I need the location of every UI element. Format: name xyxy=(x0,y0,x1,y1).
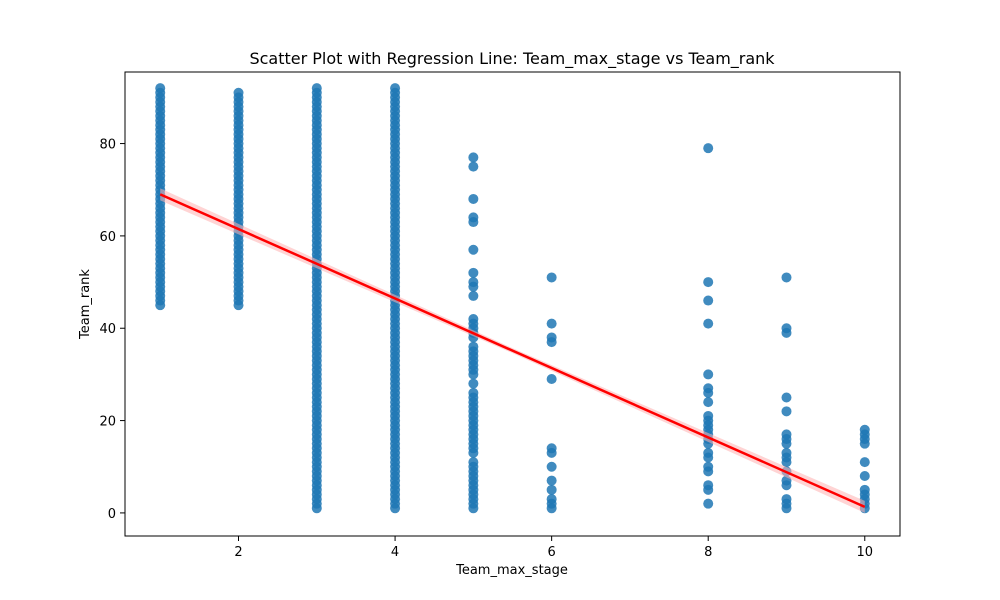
data-point xyxy=(546,374,557,385)
data-point xyxy=(703,498,714,509)
data-point xyxy=(703,383,714,394)
plot-area xyxy=(155,83,870,514)
data-point xyxy=(390,83,401,94)
axis-ticks: 2 4 6 8 10 0 20 40 60 80 xyxy=(99,138,873,560)
data-point xyxy=(468,161,479,172)
data-point xyxy=(468,378,479,389)
data-point xyxy=(703,410,714,421)
data-point xyxy=(468,212,479,223)
x-tick-label: 8 xyxy=(704,545,712,560)
data-point xyxy=(703,143,714,154)
data-point xyxy=(468,244,479,255)
data-point xyxy=(155,83,166,94)
data-point xyxy=(781,272,792,283)
data-point xyxy=(703,318,714,329)
data-point xyxy=(546,461,557,472)
chart-title: Scatter Plot with Regression Line: Team_… xyxy=(249,49,775,69)
data-point xyxy=(468,387,479,398)
data-point xyxy=(781,406,792,417)
data-point xyxy=(468,290,479,301)
x-tick-label: 2 xyxy=(234,545,242,560)
data-point xyxy=(468,267,479,278)
x-tick-label: 6 xyxy=(548,545,556,560)
data-point xyxy=(468,457,479,468)
data-point xyxy=(468,314,479,325)
data-point xyxy=(233,87,244,98)
data-point xyxy=(859,424,870,435)
regression-line xyxy=(159,193,866,509)
data-point xyxy=(546,475,557,486)
y-tick-label: 80 xyxy=(99,138,116,153)
data-point xyxy=(703,447,714,458)
data-point xyxy=(546,332,557,343)
data-point xyxy=(781,447,792,458)
data-point xyxy=(703,461,714,472)
data-point xyxy=(546,443,557,454)
data-point xyxy=(703,277,714,288)
y-tick-label: 40 xyxy=(99,322,116,337)
plot-frame xyxy=(124,71,901,537)
data-point xyxy=(468,152,479,163)
data-point xyxy=(546,272,557,283)
data-point xyxy=(703,369,714,380)
y-axis-label: Team_rank xyxy=(78,269,93,340)
data-point xyxy=(859,470,870,481)
data-point xyxy=(781,323,792,334)
data-point xyxy=(546,484,557,495)
data-point xyxy=(781,392,792,403)
data-point xyxy=(468,341,479,352)
x-tick-label: 10 xyxy=(856,545,873,560)
x-tick-label: 4 xyxy=(391,545,399,560)
data-point xyxy=(859,484,870,495)
data-point xyxy=(468,277,479,288)
data-point xyxy=(468,193,479,204)
data-point xyxy=(781,429,792,440)
data-point xyxy=(703,397,714,408)
data-point xyxy=(781,494,792,505)
y-tick-label: 20 xyxy=(99,415,116,430)
data-point xyxy=(546,494,557,505)
data-point xyxy=(859,457,870,468)
x-axis-label: Team_max_stage xyxy=(455,563,568,578)
y-tick-label: 60 xyxy=(99,230,116,245)
data-point xyxy=(546,318,557,329)
data-point xyxy=(703,480,714,491)
data-point xyxy=(311,83,322,94)
data-point xyxy=(703,295,714,306)
y-tick-label: 0 xyxy=(108,507,116,522)
